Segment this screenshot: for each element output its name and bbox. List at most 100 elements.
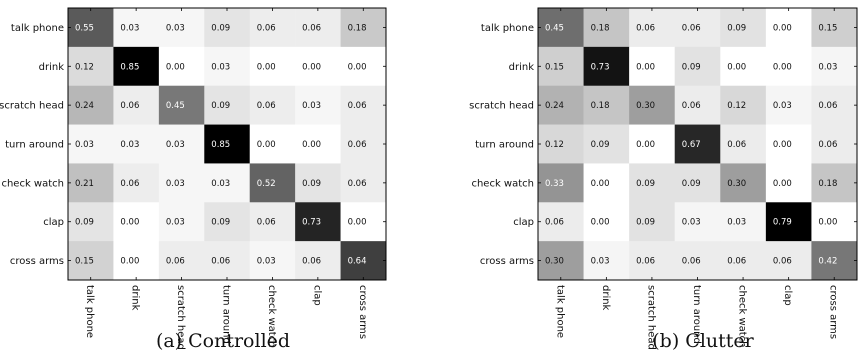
row-label: scratch head — [0, 101, 64, 112]
row-label: drink — [509, 62, 535, 73]
cell-value-label: 0.00 — [818, 218, 837, 228]
heatmap-cell — [765, 241, 812, 281]
cell-value-label: 0.06 — [302, 23, 321, 33]
cell-value-label: 0.03 — [166, 23, 185, 33]
heatmap-cell — [68, 46, 114, 87]
heatmap-cell — [629, 163, 676, 203]
heatmap-cell — [158, 85, 205, 125]
heatmap-cell — [68, 163, 114, 203]
heatmap-cell — [113, 202, 160, 242]
heatmap-cell — [113, 85, 160, 125]
cell-value-label: 0.09 — [682, 62, 701, 72]
cell-value-label: 0.06 — [682, 257, 701, 267]
heatmap-cell — [811, 202, 858, 242]
cell-value-label: 0.00 — [257, 62, 276, 72]
cell-value-label: 0.03 — [211, 179, 230, 189]
cell-value-label: 0.06 — [257, 218, 276, 228]
heatmap-cell — [765, 8, 812, 48]
heatmap-cell — [629, 241, 676, 281]
cell-value-label: 0.06 — [636, 257, 655, 267]
heatmap-cell — [295, 202, 341, 242]
heatmap-cell — [674, 85, 721, 125]
heatmap-cell — [538, 8, 584, 48]
matrix-controlled: 0.55 0.03 0.03 0.09 0.06 0.06 0.18 0.12 0.85 0.00… — [0, 7, 387, 350]
cell-value-label: 0.15 — [75, 257, 94, 267]
cell-value-label: 0.45 — [166, 101, 185, 111]
cell-value-label: 0.18 — [818, 179, 837, 189]
cell-value-label: 0.06 — [773, 257, 792, 267]
column-label: check watch — [266, 285, 277, 348]
heatmap-cell — [674, 163, 721, 203]
cell-value-label: 0.00 — [773, 23, 792, 33]
heatmap-cell — [249, 8, 296, 48]
cell-value-label: 0.52 — [257, 179, 276, 189]
heatmap-cell — [204, 163, 251, 203]
heatmap-cell — [538, 241, 584, 281]
heatmap-cell — [674, 8, 721, 48]
heatmap-cell — [68, 124, 114, 164]
cell-value-label: 0.73 — [591, 62, 610, 72]
heatmap-cell — [204, 124, 251, 164]
cell-value-label: 0.03 — [591, 257, 610, 267]
heatmap-cell — [68, 85, 114, 125]
cell-value-label: 0.03 — [682, 218, 701, 228]
cell-value-label: 0.12 — [727, 101, 746, 111]
cell-value-label: 0.03 — [166, 179, 185, 189]
row-label: scratch head — [469, 101, 534, 112]
cell-value-label: 0.00 — [591, 218, 610, 228]
cell-value-label: 0.00 — [120, 218, 139, 228]
cell-value-label: 0.06 — [682, 101, 701, 111]
heatmap-cell — [68, 202, 114, 242]
heatmap-cell — [720, 241, 767, 281]
column-label: turn around — [221, 285, 232, 344]
heatmap-cell — [340, 202, 387, 242]
heatmap-cell — [674, 46, 721, 87]
cell-value-label: 0.85 — [120, 62, 139, 72]
heatmap-cell — [158, 241, 205, 281]
cell-value-label: 0.00 — [120, 257, 139, 267]
cell-value-label: 0.45 — [545, 23, 564, 33]
cell-value-label: 0.12 — [75, 62, 94, 72]
heatmap-cell — [583, 85, 630, 125]
cell-value-label: 0.06 — [120, 179, 139, 189]
heatmap-cell — [583, 124, 630, 164]
heatmap-cell — [204, 8, 251, 48]
heatmap-cell — [204, 241, 251, 281]
heatmap-cell — [583, 202, 630, 242]
cell-value-label: 0.09 — [75, 218, 94, 228]
cell-value-label: 0.30 — [545, 257, 564, 267]
cell-value-label: 0.00 — [773, 62, 792, 72]
heatmap-cell — [811, 163, 858, 203]
cell-value-label: 0.18 — [591, 101, 610, 111]
heatmap-cell — [629, 85, 676, 125]
heatmap-cell — [249, 46, 296, 87]
cell-value-label: 0.06 — [348, 179, 367, 189]
cell-value-label: 0.73 — [302, 218, 321, 228]
column-label: turn around — [691, 285, 702, 344]
heatmap-cell — [158, 163, 205, 203]
cell-value-label: 0.15 — [545, 62, 564, 72]
heatmap-cell — [340, 163, 387, 203]
heatmap-cell — [674, 241, 721, 281]
cell-value-label: 0.06 — [818, 101, 837, 111]
row-label: turn around — [475, 140, 534, 151]
cell-value-label: 0.09 — [302, 179, 321, 189]
cell-value-label: 0.79 — [773, 218, 792, 228]
cell-value-label: 0.06 — [727, 257, 746, 267]
cell-value-label: 0.06 — [166, 257, 185, 267]
heatmap-cell — [113, 124, 160, 164]
cell-value-label: 0.09 — [211, 101, 230, 111]
heatmap-cell — [340, 241, 387, 281]
cell-value-label: 0.00 — [591, 179, 610, 189]
heatmap-cell — [158, 202, 205, 242]
row-label: clap — [513, 217, 534, 228]
cell-value-label: 0.03 — [302, 101, 321, 111]
cell-value-label: 0.00 — [166, 62, 185, 72]
cell-value-label: 0.00 — [636, 140, 655, 150]
heatmap-cell — [249, 241, 296, 281]
heatmap-cell — [811, 8, 858, 48]
heatmap-cell — [583, 163, 630, 203]
cell-value-label: 0.06 — [348, 140, 367, 150]
heatmap-cell — [720, 163, 767, 203]
row-label: talk phone — [481, 23, 534, 34]
